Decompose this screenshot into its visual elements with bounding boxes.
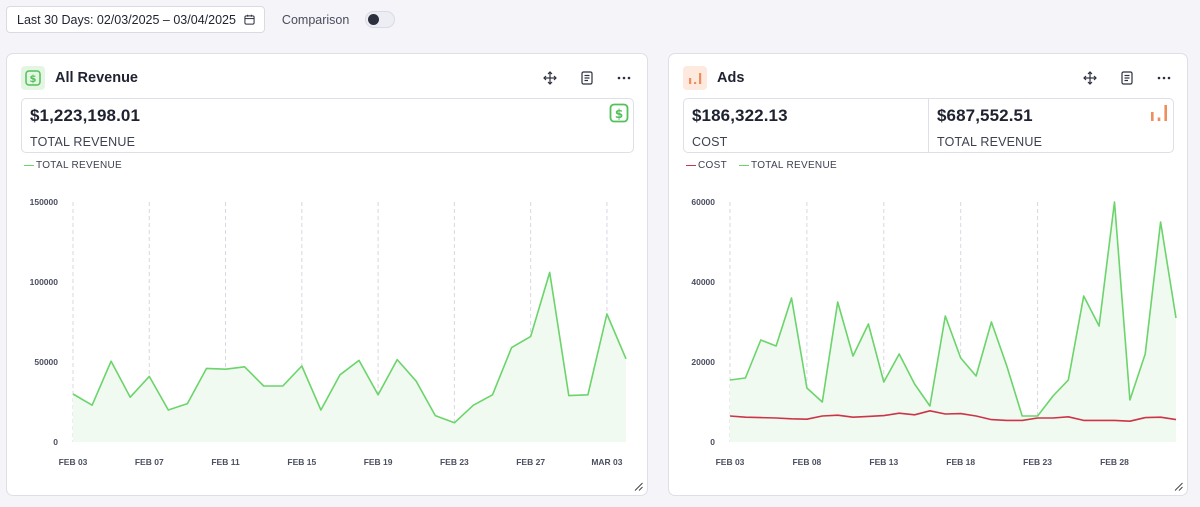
date-range-label: Last 30 Days: 02/03/2025 – 03/04/2025 [17, 12, 236, 27]
x-tick-label: FEB 13 [869, 457, 898, 467]
card-actions [524, 67, 635, 89]
resize-handle-icon[interactable] [634, 482, 643, 491]
x-tick-label: FEB 19 [364, 457, 393, 467]
svg-text:$: $ [615, 107, 623, 121]
total-revenue-label: TOTAL REVENUE [30, 135, 136, 149]
x-tick-label: FEB 07 [135, 457, 164, 467]
legend-item-cost[interactable]: COST [686, 160, 727, 171]
move-icon[interactable] [539, 67, 561, 89]
ads-summary: $186,322.13 COST $687,552.51 TOTAL REVEN… [683, 98, 1174, 153]
y-tick-label: 0 [53, 437, 58, 447]
legend-label: COST [698, 160, 727, 171]
more-options-icon[interactable] [613, 67, 635, 89]
total-revenue-stat: $1,223,198.01 TOTAL REVENUE $ [22, 99, 633, 152]
chart-legend: TOTAL REVENUE [24, 160, 134, 171]
legend-item-total-revenue[interactable]: TOTAL REVENUE [24, 160, 122, 171]
x-tick-label: FEB 27 [516, 457, 545, 467]
legend-item-total-revenue[interactable]: TOTAL REVENUE [738, 160, 837, 171]
x-tick-label: FEB 28 [1100, 457, 1129, 467]
card-header: Ads [683, 66, 1175, 90]
x-tick-label: FEB 08 [792, 457, 821, 467]
revenue-summary: $1,223,198.01 TOTAL REVENUE $ [21, 98, 634, 153]
revenue-chart: FEB 03 FEB 07 FEB 11 FEB 15 FEB 19 FEB 23 FEB … [30, 197, 627, 467]
x-tick-label: FEB 18 [946, 457, 975, 467]
legend-swatch [738, 164, 749, 167]
legend-label: TOTAL REVENUE [750, 160, 837, 171]
move-icon[interactable] [1079, 67, 1101, 89]
date-range-picker[interactable]: Last 30 Days: 02/03/2025 – 03/04/2025 [6, 6, 265, 33]
y-tick-label: 60000 [691, 197, 715, 207]
ads-revenue-label: TOTAL REVENUE [937, 135, 1043, 149]
y-tick-label: 0 [710, 437, 715, 447]
more-options-icon[interactable] [1153, 67, 1175, 89]
toolbar: Last 30 Days: 02/03/2025 – 03/04/2025 Co… [6, 6, 396, 33]
dollar-icon: $ [609, 103, 629, 123]
notes-icon[interactable] [1116, 67, 1138, 89]
x-tick-label: FEB 11 [211, 457, 240, 467]
x-tick-label: FEB 15 [287, 457, 316, 467]
comparison-label: Comparison [281, 12, 350, 27]
bar-chart-icon [1151, 105, 1167, 121]
calendar-icon [244, 14, 255, 25]
chart-legend: COST TOTAL REVENUE [686, 160, 849, 171]
comparison-toggle[interactable] [365, 11, 396, 28]
series-line-total-revenue [729, 201, 1177, 417]
ads-chart: FEB 03 FEB 08 FEB 13 FEB 18 FEB 23 FEB 28 0 200… [691, 197, 1177, 467]
legend-swatch [686, 164, 696, 167]
cost-label: COST [692, 135, 728, 149]
cost-value: $186,322.13 [692, 106, 788, 125]
all-revenue-card: FEB 03 FEB 07 FEB 11 FEB 15 FEB 19 FEB 23 FEB … [6, 53, 648, 496]
x-tick-label: FEB 03 [59, 457, 88, 467]
dollar-icon: $ [21, 66, 45, 90]
series-area-total-revenue [730, 202, 1176, 442]
svg-text:$: $ [30, 74, 37, 85]
ads-revenue-stat: $687,552.51 TOTAL REVENUE [928, 99, 1173, 152]
series-area-total-revenue [73, 272, 626, 442]
ads-revenue-value: $687,552.51 [937, 106, 1033, 125]
legend-swatch [24, 164, 34, 167]
legend-label: TOTAL REVENUE [36, 160, 122, 171]
notes-icon[interactable] [576, 67, 598, 89]
x-tick-label: MAR 03 [591, 457, 622, 467]
series-line-total-revenue [72, 271, 627, 424]
resize-handle-icon[interactable] [1174, 482, 1183, 491]
card-title: Ads [717, 70, 745, 86]
x-tick-label: FEB 23 [1023, 457, 1052, 467]
card-header: $ All Revenue [21, 66, 635, 90]
y-tick-label: 50000 [34, 357, 58, 367]
ads-card: FEB 03 FEB 08 FEB 13 FEB 18 FEB 23 FEB 28 0 200… [668, 53, 1188, 496]
cost-stat: $186,322.13 COST [684, 99, 928, 152]
bar-chart-icon [683, 66, 707, 90]
toggle-knob [368, 14, 380, 25]
x-tick-label: FEB 23 [440, 457, 469, 467]
card-actions [1064, 67, 1175, 89]
y-tick-label: 40000 [691, 277, 715, 287]
card-title: All Revenue [55, 70, 138, 86]
total-revenue-value: $1,223,198.01 [30, 106, 141, 125]
y-tick-label: 20000 [691, 357, 715, 367]
series-line-cost [729, 409, 1177, 423]
y-tick-label: 100000 [30, 277, 59, 287]
y-tick-label: 150000 [30, 197, 59, 207]
x-tick-label: FEB 03 [716, 457, 745, 467]
